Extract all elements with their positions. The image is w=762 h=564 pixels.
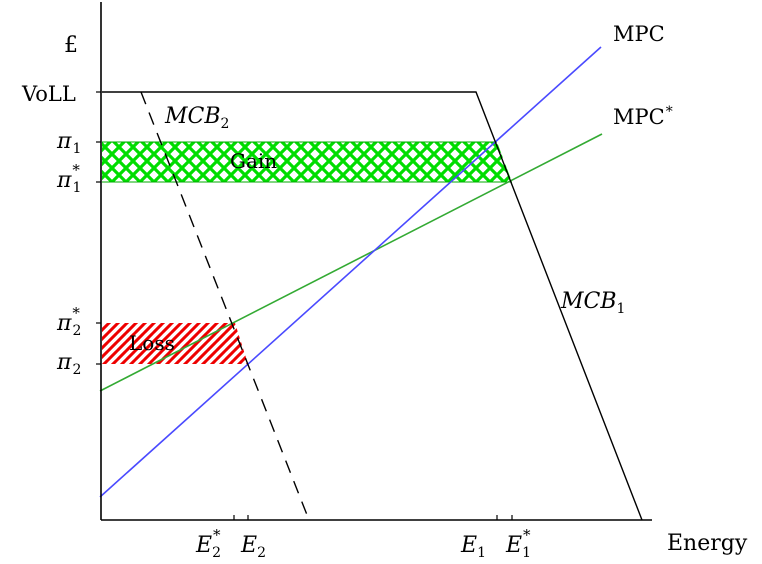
y-label-pi1-star: π1* bbox=[56, 161, 81, 196]
x-label-e2-star: E2* bbox=[195, 526, 221, 561]
mcb2-curve bbox=[140, 91, 310, 521]
gain-label: Gain bbox=[230, 149, 277, 173]
mpc-line bbox=[99, 46, 602, 498]
y-label-voll: VoLL bbox=[21, 82, 76, 106]
y-axis-unit: £ bbox=[64, 33, 78, 58]
mcb1-curve bbox=[102, 91, 643, 521]
x-axis-label: Energy bbox=[667, 531, 748, 556]
mpc-star-label: MPC* bbox=[613, 104, 673, 129]
x-label-e2: E2 bbox=[240, 533, 266, 561]
x-label-e1: E1 bbox=[460, 533, 486, 561]
x-label-e1-star: E1* bbox=[505, 526, 531, 561]
loss-region bbox=[102, 323, 248, 364]
mpc-label: MPC bbox=[613, 22, 665, 46]
loss-label: Loss bbox=[129, 331, 175, 355]
y-label-pi1: π1 bbox=[56, 129, 81, 157]
y-label-pi2: π2 bbox=[56, 350, 81, 378]
mpc-star-line bbox=[99, 133, 603, 392]
gain-region bbox=[102, 142, 512, 182]
mcb1-label: MCB1 bbox=[560, 289, 625, 317]
mcb2-label: MCB2 bbox=[164, 104, 229, 132]
y-label-pi2-star: π2* bbox=[56, 304, 81, 339]
